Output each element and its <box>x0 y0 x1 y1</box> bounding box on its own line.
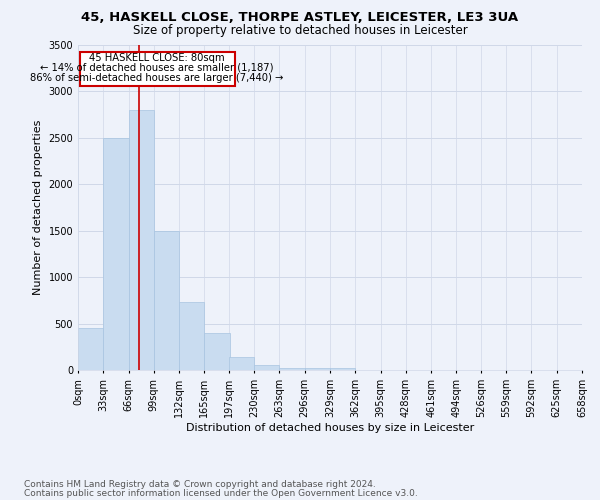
Text: Contains HM Land Registry data © Crown copyright and database right 2024.: Contains HM Land Registry data © Crown c… <box>24 480 376 489</box>
Text: Size of property relative to detached houses in Leicester: Size of property relative to detached ho… <box>133 24 467 37</box>
Bar <box>154 230 179 370</box>
Bar <box>330 368 355 370</box>
Bar <box>103 138 128 370</box>
Bar <box>305 368 330 370</box>
Text: 45, HASKELL CLOSE, THORPE ASTLEY, LEICESTER, LE3 3UA: 45, HASKELL CLOSE, THORPE ASTLEY, LEICES… <box>82 11 518 24</box>
Text: 86% of semi-detached houses are larger (7,440) →: 86% of semi-detached houses are larger (… <box>30 72 284 83</box>
Text: 45 HASKELL CLOSE: 80sqm: 45 HASKELL CLOSE: 80sqm <box>89 53 225 63</box>
Text: ← 14% of detached houses are smaller (1,187): ← 14% of detached houses are smaller (1,… <box>40 62 274 72</box>
Bar <box>128 110 154 370</box>
FancyBboxPatch shape <box>80 52 235 86</box>
Bar <box>205 333 230 370</box>
Bar <box>254 366 280 370</box>
Y-axis label: Number of detached properties: Number of detached properties <box>33 120 43 295</box>
Bar <box>78 328 103 370</box>
Bar <box>179 302 205 370</box>
Bar <box>280 368 305 370</box>
Text: Contains public sector information licensed under the Open Government Licence v3: Contains public sector information licen… <box>24 488 418 498</box>
Bar <box>229 357 254 370</box>
X-axis label: Distribution of detached houses by size in Leicester: Distribution of detached houses by size … <box>186 422 474 432</box>
